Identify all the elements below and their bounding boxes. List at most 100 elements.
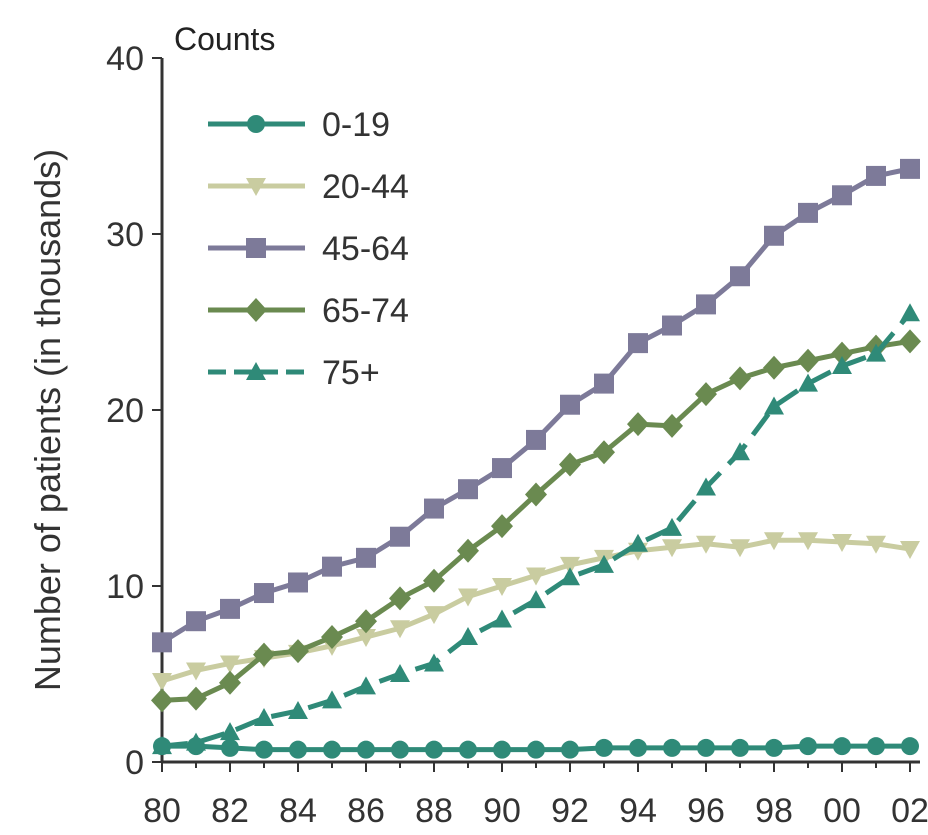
legend-label: 65-74 xyxy=(322,292,409,330)
data-point xyxy=(458,627,478,646)
x-tick-label: 00 xyxy=(823,792,861,830)
data-point xyxy=(560,567,580,586)
data-point xyxy=(628,333,648,354)
x-tick-label: 86 xyxy=(347,792,385,830)
legend-item: 20-44 xyxy=(208,168,409,206)
legend-item: 65-74 xyxy=(208,292,409,330)
data-point xyxy=(594,554,614,573)
x-tick-label: 90 xyxy=(483,792,521,830)
data-point xyxy=(424,498,444,519)
data-point xyxy=(152,632,172,653)
data-point xyxy=(798,373,818,392)
data-point xyxy=(593,440,615,465)
x-tick-label: 02 xyxy=(891,792,928,830)
legend-marker xyxy=(246,178,266,196)
series-20-44 xyxy=(152,532,920,692)
data-point xyxy=(221,738,239,757)
data-point xyxy=(323,740,341,759)
data-point xyxy=(492,578,512,596)
data-point xyxy=(356,629,376,648)
data-point xyxy=(900,158,920,179)
data-point xyxy=(186,732,206,751)
data-point xyxy=(662,517,682,536)
data-point xyxy=(152,673,172,692)
data-point xyxy=(695,382,717,407)
data-point xyxy=(900,303,920,322)
data-point xyxy=(424,653,444,672)
legend-label: 45-64 xyxy=(322,230,409,268)
data-point xyxy=(729,366,751,391)
data-point xyxy=(255,740,273,759)
data-point xyxy=(425,740,443,759)
data-point xyxy=(764,396,784,415)
data-point xyxy=(526,567,546,586)
data-point xyxy=(662,315,682,336)
x-tick-label: 88 xyxy=(415,792,453,830)
data-point xyxy=(525,482,547,507)
legend-item: 75+ xyxy=(208,354,380,392)
data-point xyxy=(289,740,307,759)
data-point xyxy=(356,676,376,695)
data-point xyxy=(390,664,410,682)
data-point xyxy=(696,294,716,315)
data-point xyxy=(560,556,580,575)
y-tick-label: 40 xyxy=(106,40,144,78)
data-point xyxy=(186,611,206,632)
data-point xyxy=(797,348,819,373)
legend-marker xyxy=(245,298,267,322)
data-point xyxy=(833,737,851,756)
data-point xyxy=(390,526,410,547)
data-point xyxy=(288,572,308,593)
series-line xyxy=(161,537,911,684)
data-point xyxy=(561,740,579,759)
y-tick-label: 0 xyxy=(125,744,144,782)
data-point xyxy=(764,532,784,551)
data-point xyxy=(287,639,309,664)
data-point xyxy=(254,708,274,726)
data-point xyxy=(831,341,853,366)
y-tick-label: 10 xyxy=(106,568,144,606)
data-point xyxy=(390,620,410,639)
data-point xyxy=(356,547,376,568)
data-point xyxy=(423,568,445,593)
legend-label: 0-19 xyxy=(322,106,390,144)
data-point xyxy=(391,740,409,759)
legend-label: 75+ xyxy=(322,354,380,392)
x-tick-label: 84 xyxy=(279,792,317,830)
data-point xyxy=(220,655,240,674)
data-point xyxy=(730,266,750,287)
data-point xyxy=(253,642,275,667)
data-point xyxy=(151,688,173,713)
data-point xyxy=(629,738,647,757)
data-point xyxy=(697,738,715,757)
data-point xyxy=(765,738,783,757)
y-tick-label: 20 xyxy=(106,392,144,430)
legend-label: 20-44 xyxy=(322,168,409,206)
series-lines xyxy=(151,158,921,759)
data-point xyxy=(731,738,749,757)
data-point xyxy=(322,690,342,709)
data-point xyxy=(764,225,784,246)
data-point xyxy=(867,737,885,756)
data-point xyxy=(696,535,716,554)
data-point xyxy=(459,740,477,759)
legend-item: 45-64 xyxy=(208,230,409,268)
data-point xyxy=(254,583,274,604)
legend-marker xyxy=(247,115,265,133)
data-point xyxy=(389,586,411,611)
data-point xyxy=(152,736,172,755)
data-point xyxy=(594,373,614,394)
x-tick-label: 80 xyxy=(143,792,181,830)
series-line xyxy=(161,311,912,749)
data-point xyxy=(799,737,817,756)
data-point xyxy=(288,700,308,719)
data-point xyxy=(899,329,921,354)
x-tick-label: 98 xyxy=(755,792,793,830)
data-point xyxy=(628,533,648,552)
data-point xyxy=(866,343,886,362)
data-point xyxy=(355,609,377,634)
data-point xyxy=(900,541,920,560)
data-point xyxy=(901,737,919,756)
data-point xyxy=(220,598,240,619)
